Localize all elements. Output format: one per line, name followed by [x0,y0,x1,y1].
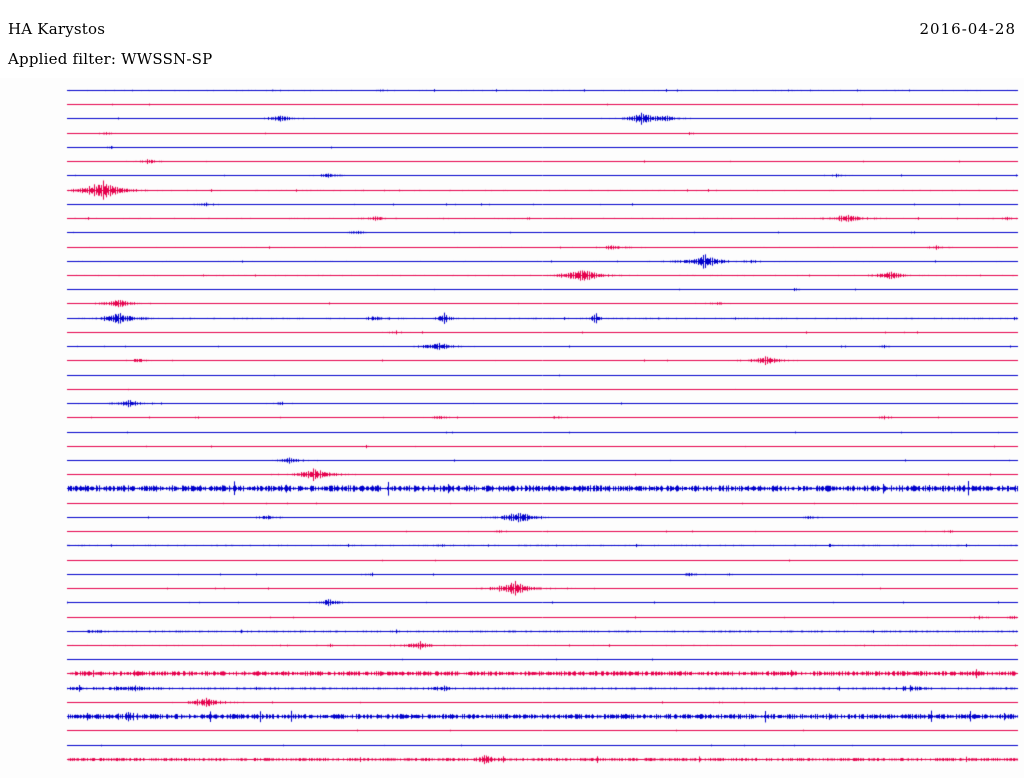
trace-canvas [0,78,1024,778]
seismogram-plot: 00:0000:3001:0001:3002:0002:3003:0003:30… [0,78,1024,778]
applied-filter-label: Applied filter: WWSSN-SP [8,50,213,68]
record-date: 2016-04-28 [919,20,1016,38]
station-title: HA Karystos [8,20,106,38]
